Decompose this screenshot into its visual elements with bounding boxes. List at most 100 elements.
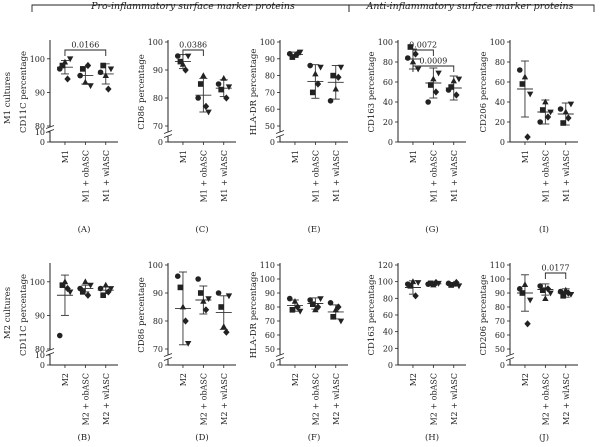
y-tick-label: 90	[153, 289, 163, 298]
y-tick-label: 40	[383, 328, 393, 337]
data-point	[565, 114, 572, 122]
data-point	[332, 306, 339, 313]
data-point	[407, 44, 414, 50]
data-point	[516, 67, 523, 73]
axis-break-gap	[275, 131, 285, 137]
data-point	[87, 282, 94, 289]
axis-break-gap	[275, 354, 285, 360]
data-point	[455, 76, 463, 83]
y-tick-label: 70	[153, 122, 163, 131]
data-point	[544, 285, 552, 293]
panel-letter: (H)	[425, 432, 439, 443]
x-tick-label: M2 + wlASC	[220, 373, 229, 425]
panel-letter: (B)	[78, 432, 91, 443]
y-tick-label: 50	[265, 345, 275, 354]
data-point	[200, 298, 207, 304]
data-point	[202, 306, 210, 314]
data-point	[414, 280, 422, 286]
data-point	[544, 113, 552, 121]
axis-break-mark	[163, 357, 173, 361]
x-tick-label: M2 + obASC	[541, 373, 550, 425]
y-tick-label: 90	[35, 311, 45, 320]
data-point	[184, 53, 192, 60]
significance-bracket: 0.0009	[412, 57, 455, 72]
y-tick-label: 80	[153, 317, 163, 326]
data-point	[526, 91, 534, 98]
data-point	[97, 69, 104, 76]
data-point	[79, 66, 86, 72]
y-tick-label: 90	[265, 55, 275, 64]
y-tick-label: 100	[30, 55, 45, 64]
y-axis-label: HLA-DR percentage	[249, 49, 259, 136]
data-point	[56, 332, 63, 339]
data-point	[179, 61, 187, 67]
data-point	[215, 81, 222, 87]
axis-break-mark	[163, 353, 173, 357]
data-point	[291, 298, 299, 304]
data-point	[100, 292, 106, 299]
x-tick-label: M2	[179, 373, 188, 386]
x-tick-label: M1 + obASC	[199, 150, 208, 202]
data-point	[448, 282, 454, 288]
data-point	[330, 314, 336, 320]
data-point	[539, 107, 546, 113]
y-tick-label: 0	[158, 138, 163, 147]
y-tick-label: 20	[495, 118, 505, 127]
data-point	[521, 281, 529, 287]
y-tick-label: 0	[388, 138, 393, 147]
data-point	[332, 85, 339, 92]
x-tick-label: M1 + wlASC	[102, 150, 111, 202]
data-point	[453, 91, 460, 99]
axis-break-mark	[45, 125, 55, 129]
y-tick-label: 40	[383, 98, 393, 107]
x-tick-label: M2 + wlASC	[450, 373, 459, 425]
axis-break-mark	[275, 130, 285, 134]
p-value-label: 0.0166	[71, 41, 99, 50]
data-point	[539, 287, 546, 293]
data-point	[97, 285, 104, 292]
data-point	[66, 56, 74, 63]
data-point	[197, 81, 204, 87]
row-label-m2-cultures: M2 cultures	[3, 287, 13, 339]
panel-letter: (I)	[539, 224, 549, 235]
data-point	[404, 55, 411, 61]
y-tick-label: 100	[378, 278, 393, 287]
x-tick-label: M1	[409, 150, 418, 163]
y-tick-label: 0	[500, 361, 505, 370]
y-tick-label: 110	[260, 261, 275, 270]
x-tick-label: M2	[409, 373, 418, 386]
data-point	[312, 306, 319, 313]
panel-letter: (F)	[308, 432, 321, 443]
data-point	[327, 300, 334, 306]
data-point	[425, 99, 431, 105]
y-tick-label: 60	[265, 331, 275, 340]
y-axis-label: CD206 percentage	[479, 52, 489, 133]
data-point	[202, 102, 210, 110]
x-tick-label: M2 + obASC	[311, 373, 320, 425]
y-tick-label: 80	[35, 122, 45, 131]
p-value-label: 0.0177	[542, 264, 570, 273]
data-point	[557, 106, 564, 112]
y-tick-label: 0	[270, 361, 275, 370]
data-point	[435, 70, 442, 77]
data-point	[215, 290, 222, 296]
data-point	[225, 84, 233, 91]
x-tick-label: M1 + obASC	[81, 150, 90, 202]
panel-letter: (C)	[195, 224, 208, 235]
y-tick-label: 80	[383, 294, 393, 303]
data-point	[84, 61, 92, 70]
x-tick-label: M1 + obASC	[311, 150, 320, 202]
y-axis-label: CD11C percentage	[19, 51, 29, 133]
data-point	[317, 64, 324, 71]
data-point	[337, 318, 345, 325]
data-point	[409, 58, 417, 65]
x-tick-label: M1	[521, 150, 530, 163]
data-point	[205, 296, 212, 302]
data-point	[220, 323, 227, 329]
